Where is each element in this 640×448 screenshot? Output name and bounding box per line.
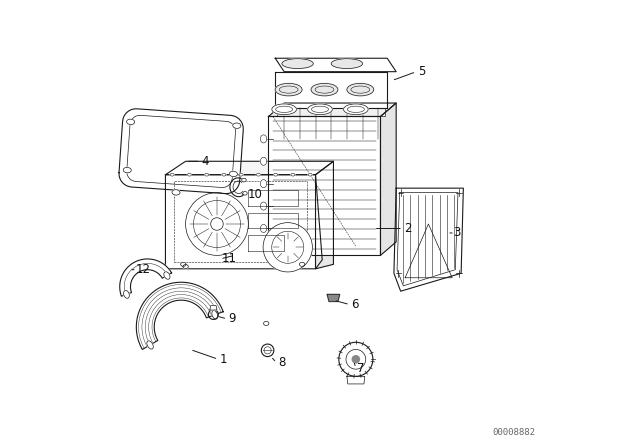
- Ellipse shape: [124, 168, 131, 173]
- Ellipse shape: [300, 263, 305, 266]
- Circle shape: [263, 223, 312, 272]
- Text: 12: 12: [136, 263, 150, 276]
- Polygon shape: [327, 294, 340, 302]
- Ellipse shape: [205, 173, 209, 176]
- Ellipse shape: [239, 173, 243, 176]
- Text: 9: 9: [228, 312, 236, 326]
- Text: 10: 10: [248, 188, 262, 202]
- Ellipse shape: [347, 83, 374, 96]
- Circle shape: [352, 356, 360, 363]
- Ellipse shape: [332, 59, 362, 69]
- Text: 7: 7: [357, 362, 365, 375]
- Ellipse shape: [257, 173, 260, 176]
- Ellipse shape: [242, 178, 246, 182]
- Text: 4: 4: [202, 155, 209, 168]
- Ellipse shape: [264, 322, 269, 325]
- Ellipse shape: [308, 104, 332, 115]
- Ellipse shape: [147, 341, 154, 349]
- Polygon shape: [275, 72, 387, 108]
- Ellipse shape: [260, 202, 267, 210]
- Ellipse shape: [275, 83, 302, 96]
- Polygon shape: [275, 58, 396, 72]
- Ellipse shape: [229, 171, 237, 177]
- Polygon shape: [277, 108, 385, 116]
- Polygon shape: [165, 175, 323, 269]
- Ellipse shape: [260, 157, 267, 165]
- Text: 00008882: 00008882: [492, 428, 535, 437]
- Polygon shape: [119, 109, 243, 194]
- Polygon shape: [136, 282, 223, 349]
- Ellipse shape: [291, 173, 295, 176]
- Text: 6: 6: [351, 298, 359, 311]
- Ellipse shape: [172, 190, 180, 195]
- Text: 11: 11: [221, 252, 236, 266]
- Ellipse shape: [344, 104, 368, 115]
- Ellipse shape: [260, 224, 267, 233]
- Polygon shape: [347, 376, 365, 384]
- Text: 3: 3: [454, 226, 461, 240]
- Polygon shape: [316, 161, 333, 269]
- Circle shape: [211, 218, 223, 230]
- Polygon shape: [165, 161, 333, 175]
- Ellipse shape: [260, 180, 267, 188]
- Polygon shape: [394, 188, 463, 291]
- Polygon shape: [269, 103, 396, 116]
- Ellipse shape: [233, 123, 241, 129]
- Polygon shape: [120, 259, 172, 296]
- Polygon shape: [210, 306, 217, 310]
- Ellipse shape: [272, 104, 296, 115]
- Text: 5: 5: [418, 65, 425, 78]
- Ellipse shape: [127, 119, 134, 125]
- Ellipse shape: [222, 173, 226, 176]
- Text: 8: 8: [278, 356, 285, 370]
- Ellipse shape: [183, 264, 188, 268]
- Ellipse shape: [124, 290, 129, 298]
- Polygon shape: [380, 103, 396, 255]
- Ellipse shape: [243, 191, 247, 195]
- Circle shape: [339, 342, 373, 376]
- Ellipse shape: [260, 135, 267, 143]
- Ellipse shape: [212, 310, 218, 319]
- Ellipse shape: [311, 83, 338, 96]
- Ellipse shape: [180, 263, 186, 266]
- Ellipse shape: [282, 59, 314, 69]
- Text: 2: 2: [404, 222, 412, 235]
- Polygon shape: [269, 116, 380, 255]
- Ellipse shape: [308, 173, 312, 176]
- Ellipse shape: [188, 173, 191, 176]
- Text: 1: 1: [220, 353, 227, 366]
- Circle shape: [261, 344, 274, 357]
- Ellipse shape: [164, 272, 170, 279]
- Ellipse shape: [170, 173, 174, 176]
- Ellipse shape: [274, 173, 278, 176]
